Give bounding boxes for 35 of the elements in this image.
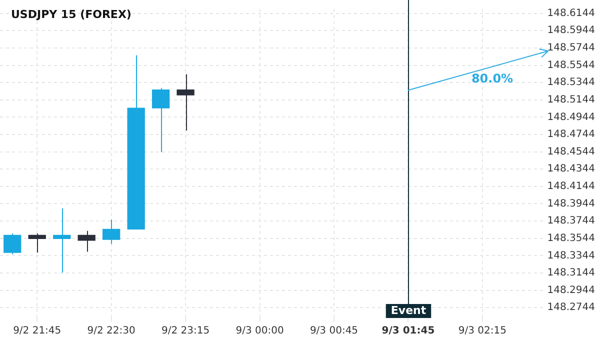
y-tick-label: 148.2744 xyxy=(547,302,596,314)
ref-line-label: Event xyxy=(390,304,426,317)
y-tick-label: 148.4544 xyxy=(547,146,596,158)
y-tick-label: 148.4744 xyxy=(547,129,596,140)
candlestick xyxy=(4,233,22,255)
candlestick xyxy=(53,208,71,273)
x-tick-label: 9/3 00:45 xyxy=(310,326,358,337)
x-tick-label: 9/3 01:45 xyxy=(382,326,435,337)
y-tick-label: 148.4944 xyxy=(547,112,596,123)
candlestick xyxy=(152,88,170,153)
y-tick-label: 148.4344 xyxy=(547,164,596,175)
y-tick-label: 148.3544 xyxy=(547,232,596,244)
y-tick-label: 148.3344 xyxy=(547,250,596,262)
x-tick-label: 9/2 21:45 xyxy=(13,326,62,337)
x-tick-label: 9/3 00:00 xyxy=(236,326,284,337)
annotation: 80.0% xyxy=(471,72,514,86)
candlestick xyxy=(102,219,120,244)
y-tick-label: 148.4144 xyxy=(547,181,596,192)
y-tick-label: 148.3144 xyxy=(547,268,596,279)
x-tick-label: 9/3 02:15 xyxy=(458,326,506,337)
y-tick-label: 148.2944 xyxy=(547,284,596,296)
y-tick-label: 148.3744 xyxy=(547,216,596,227)
y-tick-label: 148.5344 xyxy=(547,77,596,88)
y-tick-label: 148.6144 xyxy=(547,8,596,19)
candlestick xyxy=(78,230,96,252)
y-tick-label: 148.5744 xyxy=(547,42,596,54)
chart-title: USDJPY 15 (FOREX) xyxy=(11,8,132,21)
candlestick xyxy=(176,74,194,132)
candlestick xyxy=(28,233,46,254)
x-tick-label: 9/2 23:15 xyxy=(162,326,210,337)
y-tick-label: 148.5944 xyxy=(547,25,596,36)
y-tick-label: 148.5544 xyxy=(547,60,596,71)
x-tick-label: 9/2 22:30 xyxy=(87,326,136,337)
y-tick-label: 148.3944 xyxy=(547,198,596,210)
y-tick-label: 148.5144 xyxy=(547,94,596,106)
